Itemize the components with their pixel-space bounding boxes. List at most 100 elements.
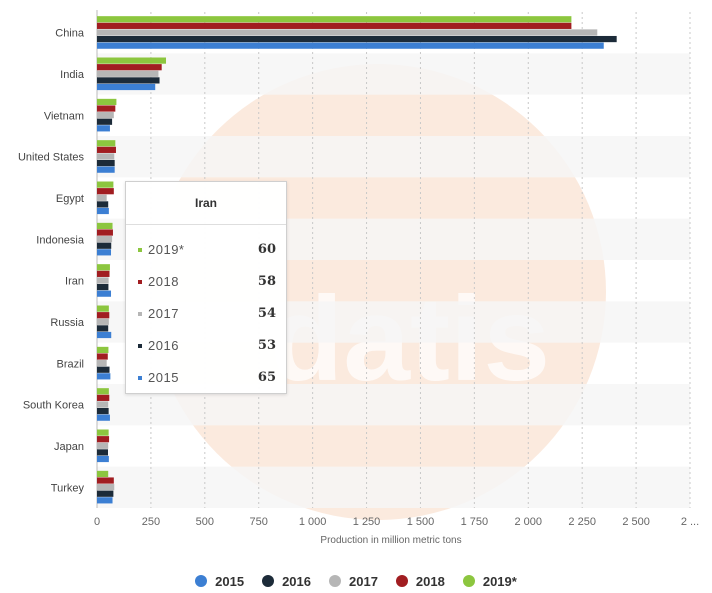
bar — [97, 146, 116, 153]
tooltip-row-marker — [138, 280, 142, 284]
category-label: Vietnam — [44, 110, 84, 122]
legend-item-2016[interactable]: 2016 — [262, 572, 311, 590]
legend-marker — [395, 575, 408, 587]
category-label: South Korea — [23, 400, 85, 412]
x-tick-label: 250 — [142, 516, 160, 528]
bar — [97, 112, 114, 119]
tooltip-row-value: 58 — [257, 274, 276, 289]
bar — [97, 35, 617, 43]
category-label: Brazil — [56, 358, 84, 370]
tooltip-title: Iran — [194, 196, 217, 210]
tooltip-row-marker — [138, 344, 142, 348]
bar — [97, 42, 604, 49]
tooltip-row-label: 2016 — [148, 338, 179, 353]
bar — [97, 249, 112, 256]
row-band — [97, 466, 690, 508]
category-label: Egypt — [56, 193, 84, 205]
legend-item-2018[interactable]: 2018 — [395, 572, 445, 590]
category-label: Turkey — [51, 482, 85, 494]
bar — [97, 270, 110, 277]
legend-marker — [262, 575, 275, 587]
bar — [97, 353, 108, 360]
bar — [97, 188, 114, 195]
bar — [97, 29, 598, 36]
bar — [97, 16, 572, 23]
x-tick-label: 750 — [250, 516, 268, 528]
tooltip-row: 2018 58 — [138, 274, 276, 290]
legend-marker — [462, 575, 475, 587]
bar — [97, 105, 116, 112]
bar — [97, 70, 159, 77]
bar — [97, 477, 114, 484]
x-axis-label: Production in million metric tons — [320, 535, 461, 546]
tooltip-row: 2015 65 — [138, 370, 276, 386]
legend-label: 2016 — [282, 573, 311, 589]
bar — [97, 407, 109, 415]
tooltip-row-marker — [138, 312, 142, 316]
x-tick-label: 500 — [196, 516, 214, 528]
bar — [97, 140, 116, 147]
bar — [97, 394, 110, 401]
category-label: Japan — [54, 441, 84, 453]
category-labels: China India Vietnam United States Egypt Indon… — [18, 28, 85, 495]
bar — [97, 125, 110, 132]
tooltip-row-value: 53 — [257, 338, 276, 353]
legend-item-2015[interactable]: 2015 — [195, 572, 244, 590]
category-label: Iran — [65, 276, 84, 288]
bars — [97, 16, 617, 504]
bar — [97, 283, 109, 291]
legend-item-2017[interactable]: 2017 — [329, 572, 378, 590]
x-tick-label: 1 000 — [299, 516, 327, 528]
bar — [97, 305, 109, 312]
tooltip-divider — [126, 224, 286, 225]
bar — [97, 388, 109, 395]
bar — [97, 181, 114, 188]
legend-label: 2017 — [349, 573, 378, 589]
bar — [97, 360, 107, 367]
bar — [97, 318, 109, 325]
x-tick-label: 0 — [94, 516, 100, 528]
bar — [97, 346, 109, 354]
bar — [97, 264, 110, 271]
tooltip: Iran 2019* 60 2018 58 2017 54 2016 53 20… — [125, 181, 287, 394]
x-tick-label: 2 250 — [568, 516, 596, 528]
bar — [97, 455, 109, 463]
legend-label: 2019* — [482, 573, 517, 589]
bar — [97, 201, 109, 208]
category-label: Russia — [50, 317, 85, 329]
legend-label: 2018 — [415, 573, 445, 589]
tooltip-row-marker — [138, 248, 142, 252]
bar — [97, 331, 112, 339]
tooltip-row-marker — [138, 376, 142, 380]
row-band — [97, 136, 690, 178]
bar — [97, 401, 109, 408]
bar — [97, 429, 109, 436]
bar — [97, 484, 115, 491]
tooltip-row-label: 2018 — [148, 274, 179, 289]
bar — [97, 166, 115, 173]
x-tick-label: 1 500 — [407, 516, 435, 528]
category-label: China — [55, 28, 85, 40]
bar — [97, 83, 156, 91]
legend-marker — [195, 575, 208, 587]
bar — [97, 442, 109, 449]
gridlines — [96, 10, 691, 508]
bar — [97, 366, 110, 373]
bar — [97, 277, 109, 284]
tooltip-row-label: 2017 — [148, 306, 179, 321]
bar — [97, 414, 110, 421]
bar — [97, 22, 572, 29]
x-tick-label: 2 ... — [681, 516, 699, 528]
tooltip-row-label: 2015 — [148, 370, 179, 385]
tooltip-row-value: 54 — [257, 306, 276, 321]
bar — [97, 325, 109, 332]
bar — [97, 312, 110, 319]
tooltip-row-value: 65 — [257, 370, 276, 385]
bar — [97, 118, 113, 125]
bar — [97, 194, 107, 201]
bar — [97, 57, 167, 64]
legend-item-2019[interactable]: 2019* — [462, 572, 517, 590]
bar — [97, 222, 113, 230]
x-tick-label: 2 000 — [515, 516, 543, 528]
